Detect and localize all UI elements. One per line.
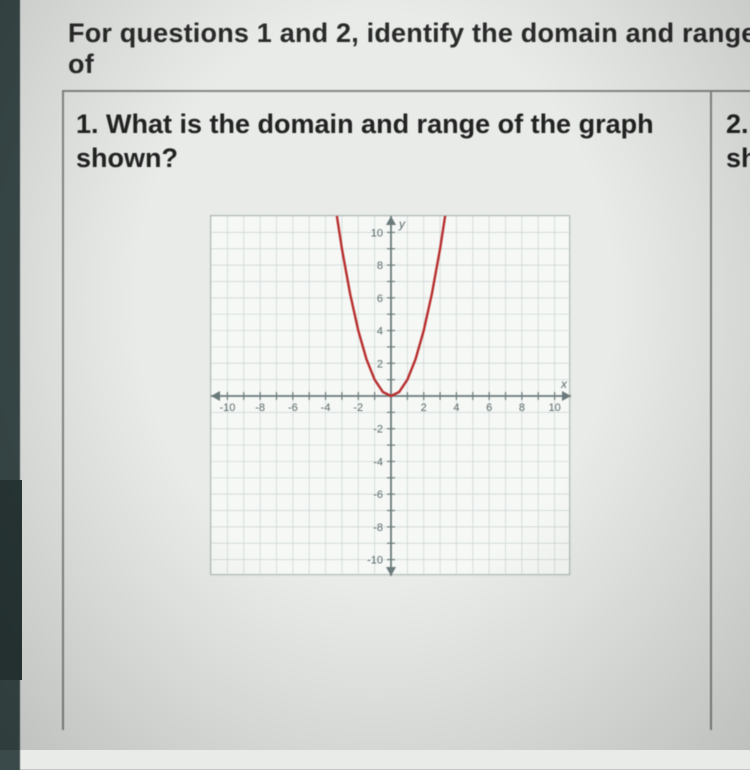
parabola-graph: -10-8-6-4-2246810-10-8-6-4-2246810xy	[211, 216, 571, 576]
screen-edge-strip	[0, 480, 22, 680]
svg-text:2: 2	[421, 402, 427, 414]
svg-text:-8: -8	[373, 522, 383, 534]
svg-text:x: x	[560, 377, 568, 391]
svg-text:4: 4	[377, 326, 383, 338]
svg-text:8: 8	[377, 260, 383, 272]
question-1-prompt: 1. What is the domain and range of the g…	[76, 108, 654, 176]
svg-text:-2: -2	[353, 402, 363, 414]
question-2-prompt: 2. sh	[726, 108, 750, 176]
svg-text:y: y	[398, 217, 406, 231]
svg-text:2: 2	[377, 358, 383, 370]
svg-text:-10: -10	[219, 402, 235, 414]
svg-text:-4: -4	[321, 402, 331, 414]
instruction-text: For questions 1 and 2, identify the doma…	[68, 18, 750, 80]
question-1-number: 1.	[76, 109, 99, 139]
svg-text:4: 4	[453, 402, 459, 414]
question-2-number: 2.	[726, 109, 749, 139]
svg-text:10: 10	[548, 402, 560, 414]
svg-text:6: 6	[377, 293, 383, 305]
graph-container: -10-8-6-4-2246810-10-8-6-4-2246810xy	[210, 215, 570, 575]
question-2-fragment: sh	[726, 143, 750, 173]
svg-text:10: 10	[371, 227, 383, 239]
question-1-line1: What is the domain and range of the grap…	[106, 109, 654, 139]
svg-text:-8: -8	[255, 402, 265, 414]
svg-text:6: 6	[486, 402, 492, 414]
question-1-line2: shown?	[76, 143, 178, 173]
column-divider	[710, 90, 712, 730]
svg-text:-6: -6	[288, 402, 298, 414]
svg-text:8: 8	[519, 402, 525, 414]
svg-text:-10: -10	[367, 555, 383, 567]
worksheet-page: For questions 1 and 2, identify the doma…	[20, 0, 750, 770]
svg-text:-4: -4	[373, 456, 383, 468]
svg-text:-6: -6	[373, 489, 383, 501]
svg-text:-2: -2	[373, 424, 383, 436]
